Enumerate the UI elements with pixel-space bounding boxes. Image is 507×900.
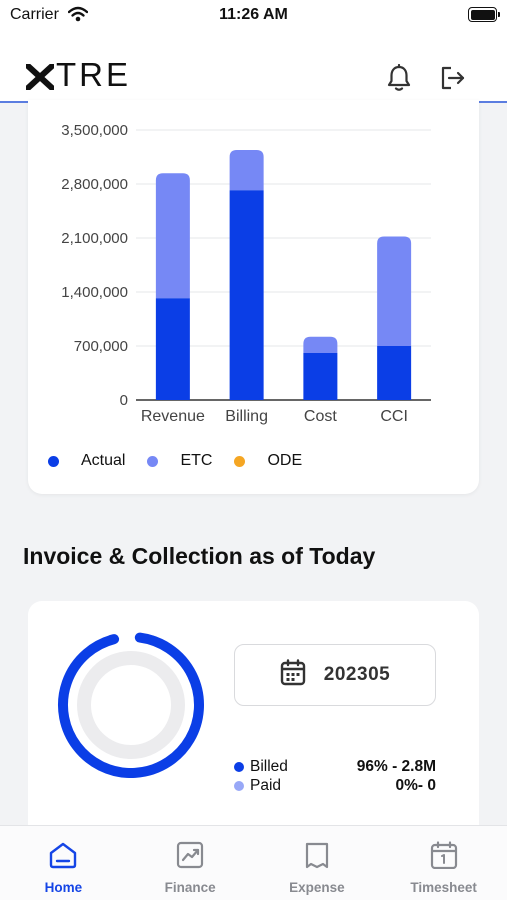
billed-value: 96% - 2.8M: [356, 757, 436, 775]
tab-timesheet[interactable]: Timesheet: [380, 826, 507, 900]
bottom-tab-bar: Home Finance Expense Times: [0, 825, 507, 900]
x-tick-label: Cost: [304, 408, 337, 425]
calendar-icon: [429, 841, 459, 874]
paid-dot: [234, 780, 244, 791]
donut-billed-arc: [58, 632, 204, 778]
bell-icon[interactable]: [386, 63, 412, 97]
logo-x-icon: [23, 61, 57, 95]
x-tick-label: Revenue: [141, 408, 205, 425]
legend-dot-ode: [234, 455, 246, 467]
tab-expense[interactable]: Expense: [254, 826, 381, 900]
bar-segment-actual: [377, 346, 412, 400]
donut-paid-track: [77, 651, 185, 759]
legend-dot-etc: [147, 455, 159, 467]
bar-segment-etc: [303, 336, 338, 353]
y-tick-label: 2,800,000: [61, 176, 128, 193]
section-title-invoice: Invoice & Collection as of Today: [23, 543, 376, 569]
legend-label-actual: Actual: [81, 452, 126, 469]
tab-timesheet-label: Timesheet: [410, 880, 477, 895]
paid-value: 0%- 0: [395, 776, 437, 794]
x-tick-label: Billing: [225, 408, 268, 425]
billed-label: Billed: [250, 757, 288, 775]
invoice-card: 202305 Billed 96% - 2.8M Paid 0%- 0: [28, 601, 479, 841]
bar-segment-etc: [155, 173, 190, 299]
period-value: 202305: [323, 664, 391, 685]
receipt-icon: [302, 841, 332, 874]
calendar-icon: [280, 659, 306, 691]
home-icon: [48, 841, 78, 874]
legend-dot-actual: [48, 455, 59, 467]
bar-segment-actual: [155, 298, 190, 400]
legend-label-ode: ODE: [267, 452, 303, 469]
y-tick-label: 0: [120, 392, 128, 409]
logo-text: TRE: [56, 56, 131, 93]
bar-segment-actual: [229, 190, 264, 400]
chart-legend: Actual ETC ODE: [48, 452, 324, 470]
bar-segment-etc: [229, 150, 264, 191]
wifi-icon: [67, 6, 89, 27]
tab-home[interactable]: Home: [0, 826, 127, 900]
legend-item-actual[interactable]: Actual: [48, 452, 125, 470]
carrier-label: Carrier: [10, 6, 59, 23]
invoice-legend: Billed 96% - 2.8M Paid 0%- 0: [234, 757, 436, 795]
tab-finance[interactable]: Finance: [127, 826, 254, 900]
x-tick-label: CCI: [380, 408, 408, 425]
legend-item-etc[interactable]: ETC: [147, 452, 212, 470]
legend-label-etc: ETC: [180, 452, 213, 469]
invoice-legend-row-billed: Billed 96% - 2.8M: [234, 757, 436, 776]
chart-card: 0 700,000 1,400,000 2,100,000 2,800,000 3,500…: [28, 100, 479, 494]
tab-home-label: Home: [44, 880, 83, 895]
y-tick-label: 700,000: [74, 338, 128, 355]
y-tick-label: 1,400,000: [61, 284, 128, 301]
logout-icon[interactable]: [440, 65, 466, 96]
y-tick-label: 3,500,000: [61, 122, 128, 139]
stacked-bar-chart: 0 700,000 1,400,000 2,100,000 2,800,000 3,500…: [61, 122, 431, 425]
legend-item-ode[interactable]: ODE: [234, 452, 302, 470]
app-header: TRE: [0, 36, 507, 103]
tab-finance-label: Finance: [164, 880, 216, 895]
paid-label: Paid: [250, 776, 282, 794]
period-selector-button[interactable]: 202305: [234, 644, 436, 706]
bar-segment-actual: [303, 352, 338, 400]
status-bar: Carrier 11:26 AM: [0, 0, 507, 36]
bar-segment-etc: [377, 236, 412, 346]
tab-expense-label: Expense: [289, 880, 345, 895]
invoice-legend-row-paid: Paid 0%- 0: [234, 776, 436, 795]
finance-chart-icon: [175, 841, 205, 874]
y-tick-label: 2,100,000: [61, 230, 128, 247]
billed-donut-chart: [58, 632, 204, 778]
billed-dot: [234, 761, 244, 772]
status-time: 11:26 AM: [219, 6, 288, 23]
battery-icon: [468, 7, 500, 22]
